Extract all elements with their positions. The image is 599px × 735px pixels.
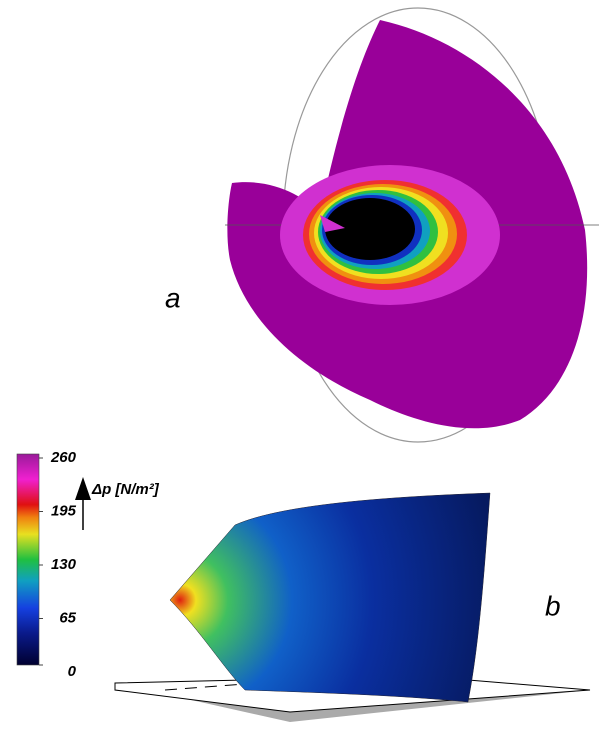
tick-label: 260 — [50, 449, 77, 466]
tick-label: 0 — [68, 663, 77, 680]
figure: a b Δp [N/m²] 0 65 130 195 260 — [0, 0, 599, 735]
surface-b — [170, 493, 490, 702]
arrow-head — [75, 477, 91, 500]
colorbar-label: Δp [N/m²] — [91, 481, 160, 498]
tick-label: 195 — [51, 502, 77, 519]
tick-label: 130 — [51, 556, 77, 573]
panel-label: b — [545, 590, 561, 621]
panel-label: a — [165, 282, 181, 313]
page: a b Δp [N/m²] 065130195260 (() => { cons… — [0, 0, 599, 735]
colorbar-ticks: 0 65 130 195 260 — [39, 449, 77, 680]
tick-label: 65 — [59, 609, 76, 626]
colorbar — [17, 454, 39, 665]
